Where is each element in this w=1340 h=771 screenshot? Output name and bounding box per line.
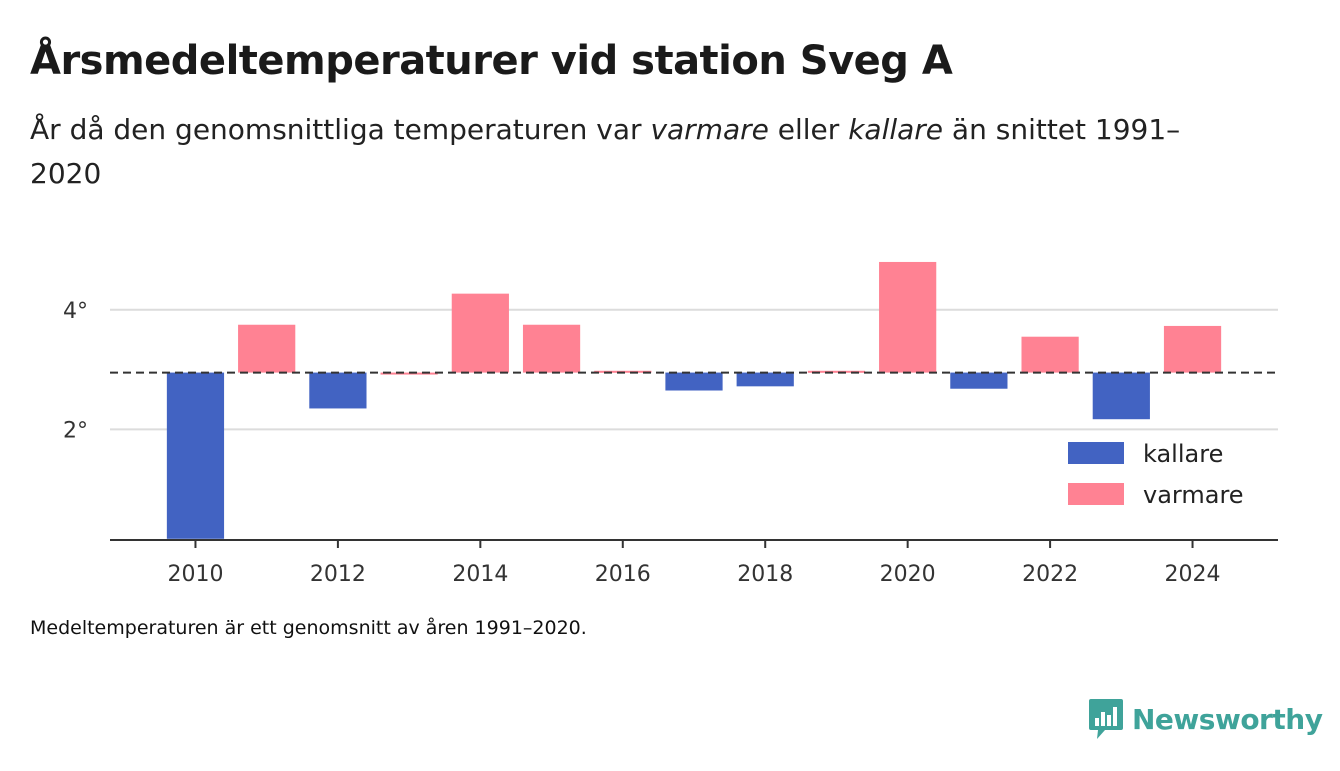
subtitle-part-3: än snittet 1991–2020 xyxy=(30,113,1181,190)
bar-2015 xyxy=(522,324,581,373)
subtitle-cold-word: kallare xyxy=(848,113,944,146)
bar-2012 xyxy=(309,372,367,409)
bar-2022 xyxy=(1021,336,1079,373)
y-tick-label: 2° xyxy=(63,418,88,443)
x-tick-label: 2024 xyxy=(1165,562,1221,587)
bar-2021 xyxy=(950,372,1008,389)
footnote: Medeltemperaturen är ett genomsnitt av å… xyxy=(30,617,587,639)
bar-2019 xyxy=(807,370,866,373)
x-tick-label: 2020 xyxy=(880,562,936,587)
bar-2017 xyxy=(665,372,723,391)
x-tick-label: 2010 xyxy=(167,562,223,587)
subtitle-part-1: År då den genomsnittliga temperaturen va… xyxy=(30,113,651,146)
subtitle-warm-word: varmare xyxy=(650,113,769,146)
brand-logo: Newsworthy xyxy=(1088,697,1323,741)
legend-label-varmare: varmare xyxy=(1143,481,1244,509)
brand-name: Newsworthy xyxy=(1132,702,1323,736)
newsworthy-logo-icon xyxy=(1089,699,1123,739)
bar-2010 xyxy=(166,372,225,539)
legend-swatch-kallare xyxy=(1068,442,1124,464)
chart-subtitle: År då den genomsnittliga temperaturen va… xyxy=(30,108,1230,196)
legend-swatch-varmare xyxy=(1068,483,1124,505)
bar-2014 xyxy=(451,293,509,373)
bar-2011 xyxy=(238,324,296,373)
y-tick-label: 4° xyxy=(63,299,88,324)
bar-2023 xyxy=(1092,372,1150,420)
bar-chart: 2° 4° 2010 2012 2014 2016 2018 2020 2022 2024 kall… xyxy=(63,261,1278,587)
x-tick-label: 2018 xyxy=(737,562,793,587)
bar-2024 xyxy=(1163,325,1222,373)
x-tick-label: 2012 xyxy=(310,562,366,587)
x-tick-label: 2014 xyxy=(452,562,508,587)
x-tick-label: 2022 xyxy=(1022,562,1078,587)
chart-title: Årsmedeltemperaturer vid station Sveg A xyxy=(30,38,953,84)
legend-label-kallare: kallare xyxy=(1143,440,1223,468)
bar-2020 xyxy=(879,261,937,373)
x-tick-label: 2016 xyxy=(595,562,651,587)
subtitle-part-2: eller xyxy=(768,113,849,146)
bar-2018 xyxy=(736,372,794,387)
